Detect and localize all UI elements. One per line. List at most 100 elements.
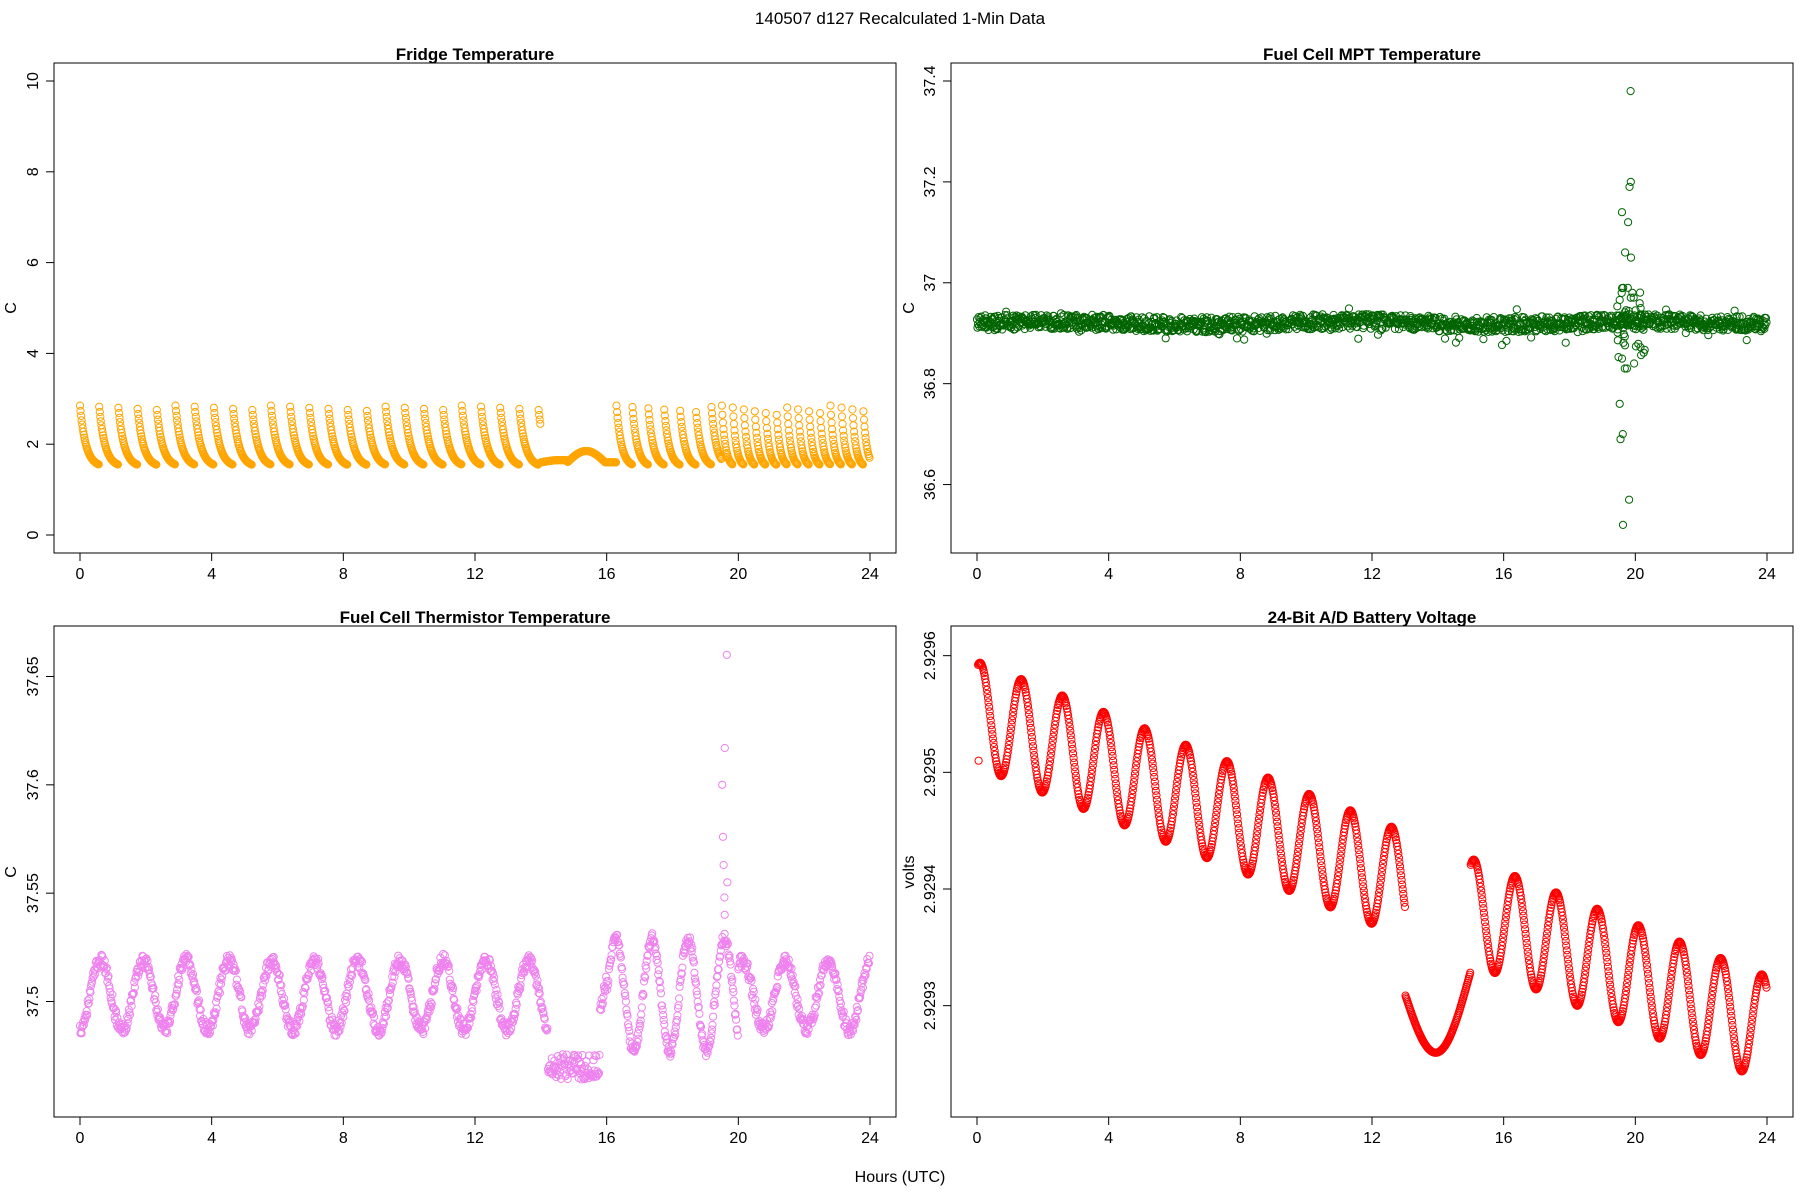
- thermistor-point: [768, 1007, 777, 1016]
- mpt-point: [1378, 324, 1387, 333]
- fridge-point: [328, 432, 337, 441]
- fridge-point: [457, 401, 466, 410]
- mpt-xtick-label: 4: [1104, 566, 1113, 583]
- battery-point: [1115, 806, 1124, 815]
- thermistor-point: [632, 1042, 641, 1051]
- fridge-point: [94, 460, 103, 469]
- thermistor-point: [186, 960, 195, 970]
- mpt-point: [1585, 324, 1594, 333]
- fridge-point: [762, 417, 771, 426]
- thermistor-point: [625, 1026, 634, 1036]
- thermistor-point: [232, 975, 241, 984]
- fridge-point: [213, 428, 222, 438]
- battery-point: [1089, 753, 1099, 762]
- mpt-point: [1637, 351, 1646, 360]
- fridge-point: [152, 405, 161, 415]
- fridge-point: [859, 415, 869, 424]
- mpt-point: [1344, 304, 1354, 313]
- battery-point: [1107, 747, 1117, 756]
- thermistor-point: [493, 1001, 503, 1011]
- mpt-point: [1625, 182, 1634, 191]
- battery-point: [1192, 803, 1202, 812]
- battery-point: [1150, 777, 1159, 786]
- fridge-point: [675, 460, 684, 469]
- thermistor-point: [276, 980, 285, 989]
- fridge-point: [419, 460, 428, 469]
- thermistor-point: [427, 1003, 436, 1012]
- thermistor-point: [749, 987, 758, 996]
- thermistor-point: [300, 989, 309, 998]
- fridge-point: [496, 408, 505, 418]
- fridge-point: [457, 460, 466, 469]
- battery-point: [1236, 841, 1246, 850]
- thermistor-point: [603, 981, 612, 990]
- fridge-point: [438, 460, 447, 469]
- mpt-point: [1635, 299, 1644, 308]
- thermistor-point: [431, 975, 441, 984]
- thermistor-point: [313, 961, 322, 970]
- fridge-point: [403, 425, 412, 434]
- thermistor-point: [832, 975, 841, 985]
- battery-point: [1233, 814, 1242, 824]
- thermistor-point: [720, 743, 729, 753]
- thermistor-point: [634, 1025, 644, 1034]
- thermistor-point: [622, 1005, 631, 1014]
- fridge-point: [677, 422, 686, 431]
- thermistor-point: [367, 1007, 376, 1016]
- fridge-point: [289, 431, 299, 440]
- fridge-point: [267, 406, 276, 416]
- fridge-point: [133, 404, 142, 413]
- fridge-point: [362, 460, 371, 469]
- thermistor-point: [88, 977, 97, 986]
- fridge-point: [806, 428, 815, 437]
- mpt-point: [1281, 325, 1291, 334]
- battery-point: [1189, 776, 1198, 785]
- thermistor-point: [718, 832, 728, 841]
- fridge-point: [209, 460, 218, 469]
- battery-point: [1231, 796, 1240, 805]
- fridge-point: [692, 413, 701, 422]
- thermistor-point: [444, 961, 453, 971]
- battery-point: [1185, 751, 1195, 760]
- thermistor-point: [624, 1023, 633, 1032]
- fridge-ytick-label: 6: [25, 258, 42, 267]
- fridge-point: [836, 460, 846, 469]
- thermistor-point: [216, 979, 226, 989]
- mpt-point: [1044, 316, 1054, 325]
- mpt-point: [1049, 311, 1058, 321]
- fridge-point: [726, 457, 735, 466]
- thermistor-point: [385, 990, 395, 999]
- battery-point: [1217, 775, 1226, 784]
- fridge-point: [363, 416, 373, 425]
- battery-point: [1124, 810, 1134, 819]
- battery-point: [1112, 788, 1122, 797]
- thermistor-point: [348, 964, 357, 973]
- battery-point: [1229, 784, 1238, 793]
- fridge-point: [209, 403, 218, 412]
- fridge-point: [400, 403, 409, 412]
- battery-point: [1194, 812, 1203, 821]
- mpt-point: [1426, 315, 1435, 324]
- fridge-point: [707, 402, 716, 412]
- mpt-point: [1742, 336, 1751, 345]
- fridge-point: [794, 405, 803, 414]
- thermistor-point: [730, 1010, 740, 1019]
- thermistor-point: [597, 995, 606, 1004]
- thermistor-point: [708, 1020, 717, 1030]
- battery-point: [1125, 807, 1134, 816]
- thermistor-point: [253, 1008, 262, 1017]
- thermistor-point: [85, 994, 94, 1004]
- fridge-point: [730, 431, 740, 440]
- mpt-point: [1354, 334, 1363, 343]
- thermistor-point: [538, 1004, 547, 1013]
- fridge-point: [752, 428, 761, 437]
- thermistor-point: [185, 959, 194, 969]
- fridge-point: [476, 402, 486, 411]
- thermistor-point: [328, 1015, 337, 1024]
- thermistor-point: [404, 974, 413, 983]
- fridge-point: [728, 460, 737, 469]
- battery-point: [1214, 790, 1224, 799]
- fridge-point: [818, 434, 827, 443]
- battery-point: [1127, 793, 1136, 803]
- mpt-point: [1732, 312, 1741, 321]
